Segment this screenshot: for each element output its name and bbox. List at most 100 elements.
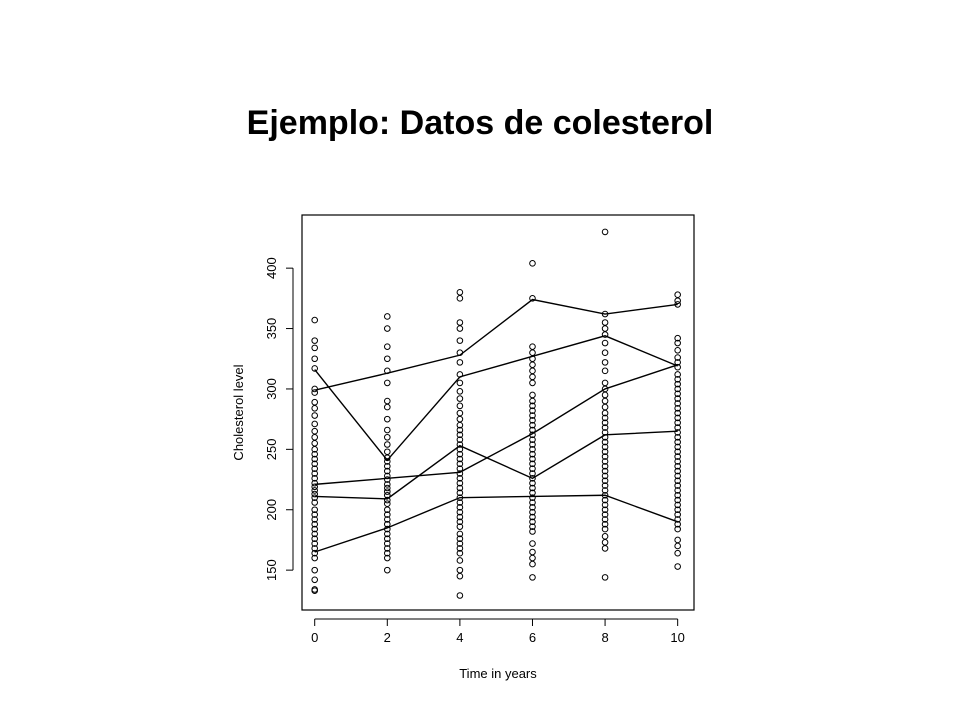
data-point xyxy=(456,431,464,439)
data-point xyxy=(529,260,536,267)
data-point xyxy=(383,441,391,448)
data-point xyxy=(456,566,464,574)
data-point xyxy=(601,462,609,470)
data-point xyxy=(456,395,464,402)
data-point xyxy=(529,349,536,357)
data-point xyxy=(674,520,681,528)
data-point xyxy=(311,511,319,518)
data-point xyxy=(383,403,391,411)
data-point xyxy=(529,479,536,487)
data-point xyxy=(383,488,391,495)
data-point xyxy=(601,520,609,528)
data-point xyxy=(383,554,391,562)
data-point xyxy=(383,491,391,499)
data-point xyxy=(383,433,391,441)
data-point xyxy=(456,535,464,543)
data-point xyxy=(674,301,681,308)
data-point xyxy=(674,525,681,533)
data-point xyxy=(601,491,609,499)
data-point xyxy=(674,501,681,509)
y-tick-label: 200 xyxy=(264,499,279,521)
data-point xyxy=(456,557,464,564)
data-point xyxy=(674,438,681,446)
data-point xyxy=(674,346,681,354)
data-point xyxy=(311,420,319,428)
data-point xyxy=(456,421,464,429)
data-point xyxy=(601,443,609,451)
trajectory-line xyxy=(314,494,678,553)
data-point xyxy=(311,404,319,412)
data-point xyxy=(311,446,319,453)
data-point xyxy=(601,397,609,405)
data-point xyxy=(601,379,609,387)
data-point xyxy=(674,334,681,342)
data-point xyxy=(601,349,609,357)
data-point xyxy=(601,438,609,446)
data-point xyxy=(311,455,319,463)
data-point xyxy=(529,361,536,369)
data-point xyxy=(311,530,319,538)
data-point xyxy=(601,367,609,375)
data-point xyxy=(456,504,464,511)
data-point xyxy=(674,563,681,570)
data-point xyxy=(529,484,536,492)
data-point xyxy=(456,446,464,453)
data-point xyxy=(601,453,609,460)
data-point xyxy=(529,513,536,521)
data-point xyxy=(311,516,319,523)
data-point xyxy=(601,501,609,509)
data-point xyxy=(456,289,464,296)
data-point xyxy=(311,412,319,419)
data-point xyxy=(456,402,464,410)
data-point xyxy=(674,363,681,371)
data-point xyxy=(601,331,609,338)
data-point xyxy=(383,566,391,574)
data-point xyxy=(529,343,536,350)
data-point xyxy=(529,441,536,448)
data-point xyxy=(529,560,536,568)
y-tick-label: 350 xyxy=(264,318,279,340)
data-point xyxy=(529,379,536,387)
data-point xyxy=(456,441,464,448)
data-point xyxy=(456,379,464,387)
data-point xyxy=(529,295,536,302)
data-point xyxy=(601,506,609,514)
data-point xyxy=(601,414,609,422)
data-point xyxy=(529,426,536,434)
data-point xyxy=(311,460,319,468)
data-point xyxy=(529,548,536,556)
data-point xyxy=(311,475,319,482)
data-point xyxy=(456,409,464,417)
data-point xyxy=(601,574,609,581)
data-point xyxy=(456,460,464,468)
data-point xyxy=(383,500,391,508)
data-point xyxy=(674,542,681,550)
data-point xyxy=(311,490,319,498)
data-point xyxy=(601,319,609,326)
data-point xyxy=(456,388,464,395)
data-point xyxy=(674,516,681,523)
data-point xyxy=(529,391,536,399)
data-point xyxy=(383,506,391,514)
data-point xyxy=(601,409,609,417)
data-point xyxy=(601,467,609,475)
data-point xyxy=(456,508,464,516)
data-point xyxy=(311,389,319,396)
data-point xyxy=(456,475,464,482)
data-point xyxy=(311,494,319,501)
data-point xyxy=(601,448,609,456)
data-point xyxy=(456,319,464,326)
trajectory-line xyxy=(314,364,678,486)
data-point xyxy=(383,540,391,547)
x-axis: 0 2 4 6 8 10 xyxy=(311,618,685,645)
data-point xyxy=(311,427,319,435)
data-point xyxy=(674,549,681,557)
data-point xyxy=(529,470,536,477)
data-point xyxy=(529,446,536,453)
data-point xyxy=(383,448,391,456)
data-point xyxy=(311,316,319,324)
data-point xyxy=(383,476,391,483)
data-point xyxy=(529,518,536,526)
data-point xyxy=(674,404,681,412)
y-tick-label: 150 xyxy=(264,559,279,581)
